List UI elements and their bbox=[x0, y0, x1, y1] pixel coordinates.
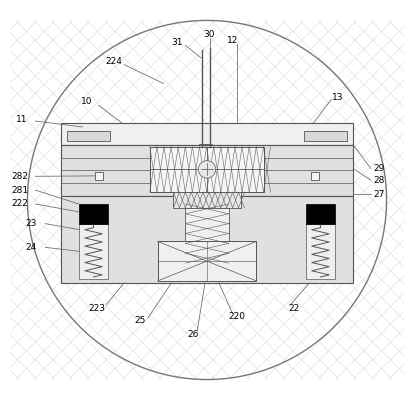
Bar bbox=[61, 196, 352, 283]
Text: 29: 29 bbox=[372, 164, 383, 173]
Bar bbox=[173, 192, 240, 208]
Text: 26: 26 bbox=[187, 329, 198, 339]
Text: 28: 28 bbox=[372, 176, 383, 185]
Bar bbox=[78, 204, 108, 224]
Text: 22: 22 bbox=[287, 304, 299, 313]
Bar bbox=[61, 123, 352, 145]
Text: 13: 13 bbox=[331, 93, 342, 102]
Bar bbox=[67, 131, 110, 141]
Bar bbox=[78, 224, 108, 279]
Text: 27: 27 bbox=[372, 190, 383, 198]
Text: 223: 223 bbox=[88, 304, 105, 313]
Bar bbox=[303, 131, 346, 141]
Bar bbox=[61, 145, 352, 196]
Bar bbox=[305, 224, 335, 279]
Text: 281: 281 bbox=[11, 186, 28, 194]
Bar bbox=[94, 171, 103, 180]
Bar bbox=[310, 171, 319, 180]
Bar bbox=[150, 147, 263, 192]
Bar bbox=[157, 242, 256, 281]
Text: 224: 224 bbox=[106, 57, 122, 67]
Text: 11: 11 bbox=[16, 114, 27, 124]
Bar bbox=[305, 204, 335, 224]
Text: 10: 10 bbox=[81, 97, 92, 106]
Text: 282: 282 bbox=[11, 172, 28, 181]
Text: 12: 12 bbox=[226, 36, 238, 45]
Text: 222: 222 bbox=[11, 200, 28, 208]
Text: 25: 25 bbox=[134, 316, 145, 325]
Circle shape bbox=[198, 161, 215, 178]
Text: 220: 220 bbox=[228, 312, 244, 321]
Text: 24: 24 bbox=[26, 243, 37, 252]
Text: 31: 31 bbox=[171, 38, 183, 47]
Text: 23: 23 bbox=[26, 219, 37, 228]
Bar bbox=[185, 208, 228, 263]
Text: 30: 30 bbox=[203, 30, 214, 39]
